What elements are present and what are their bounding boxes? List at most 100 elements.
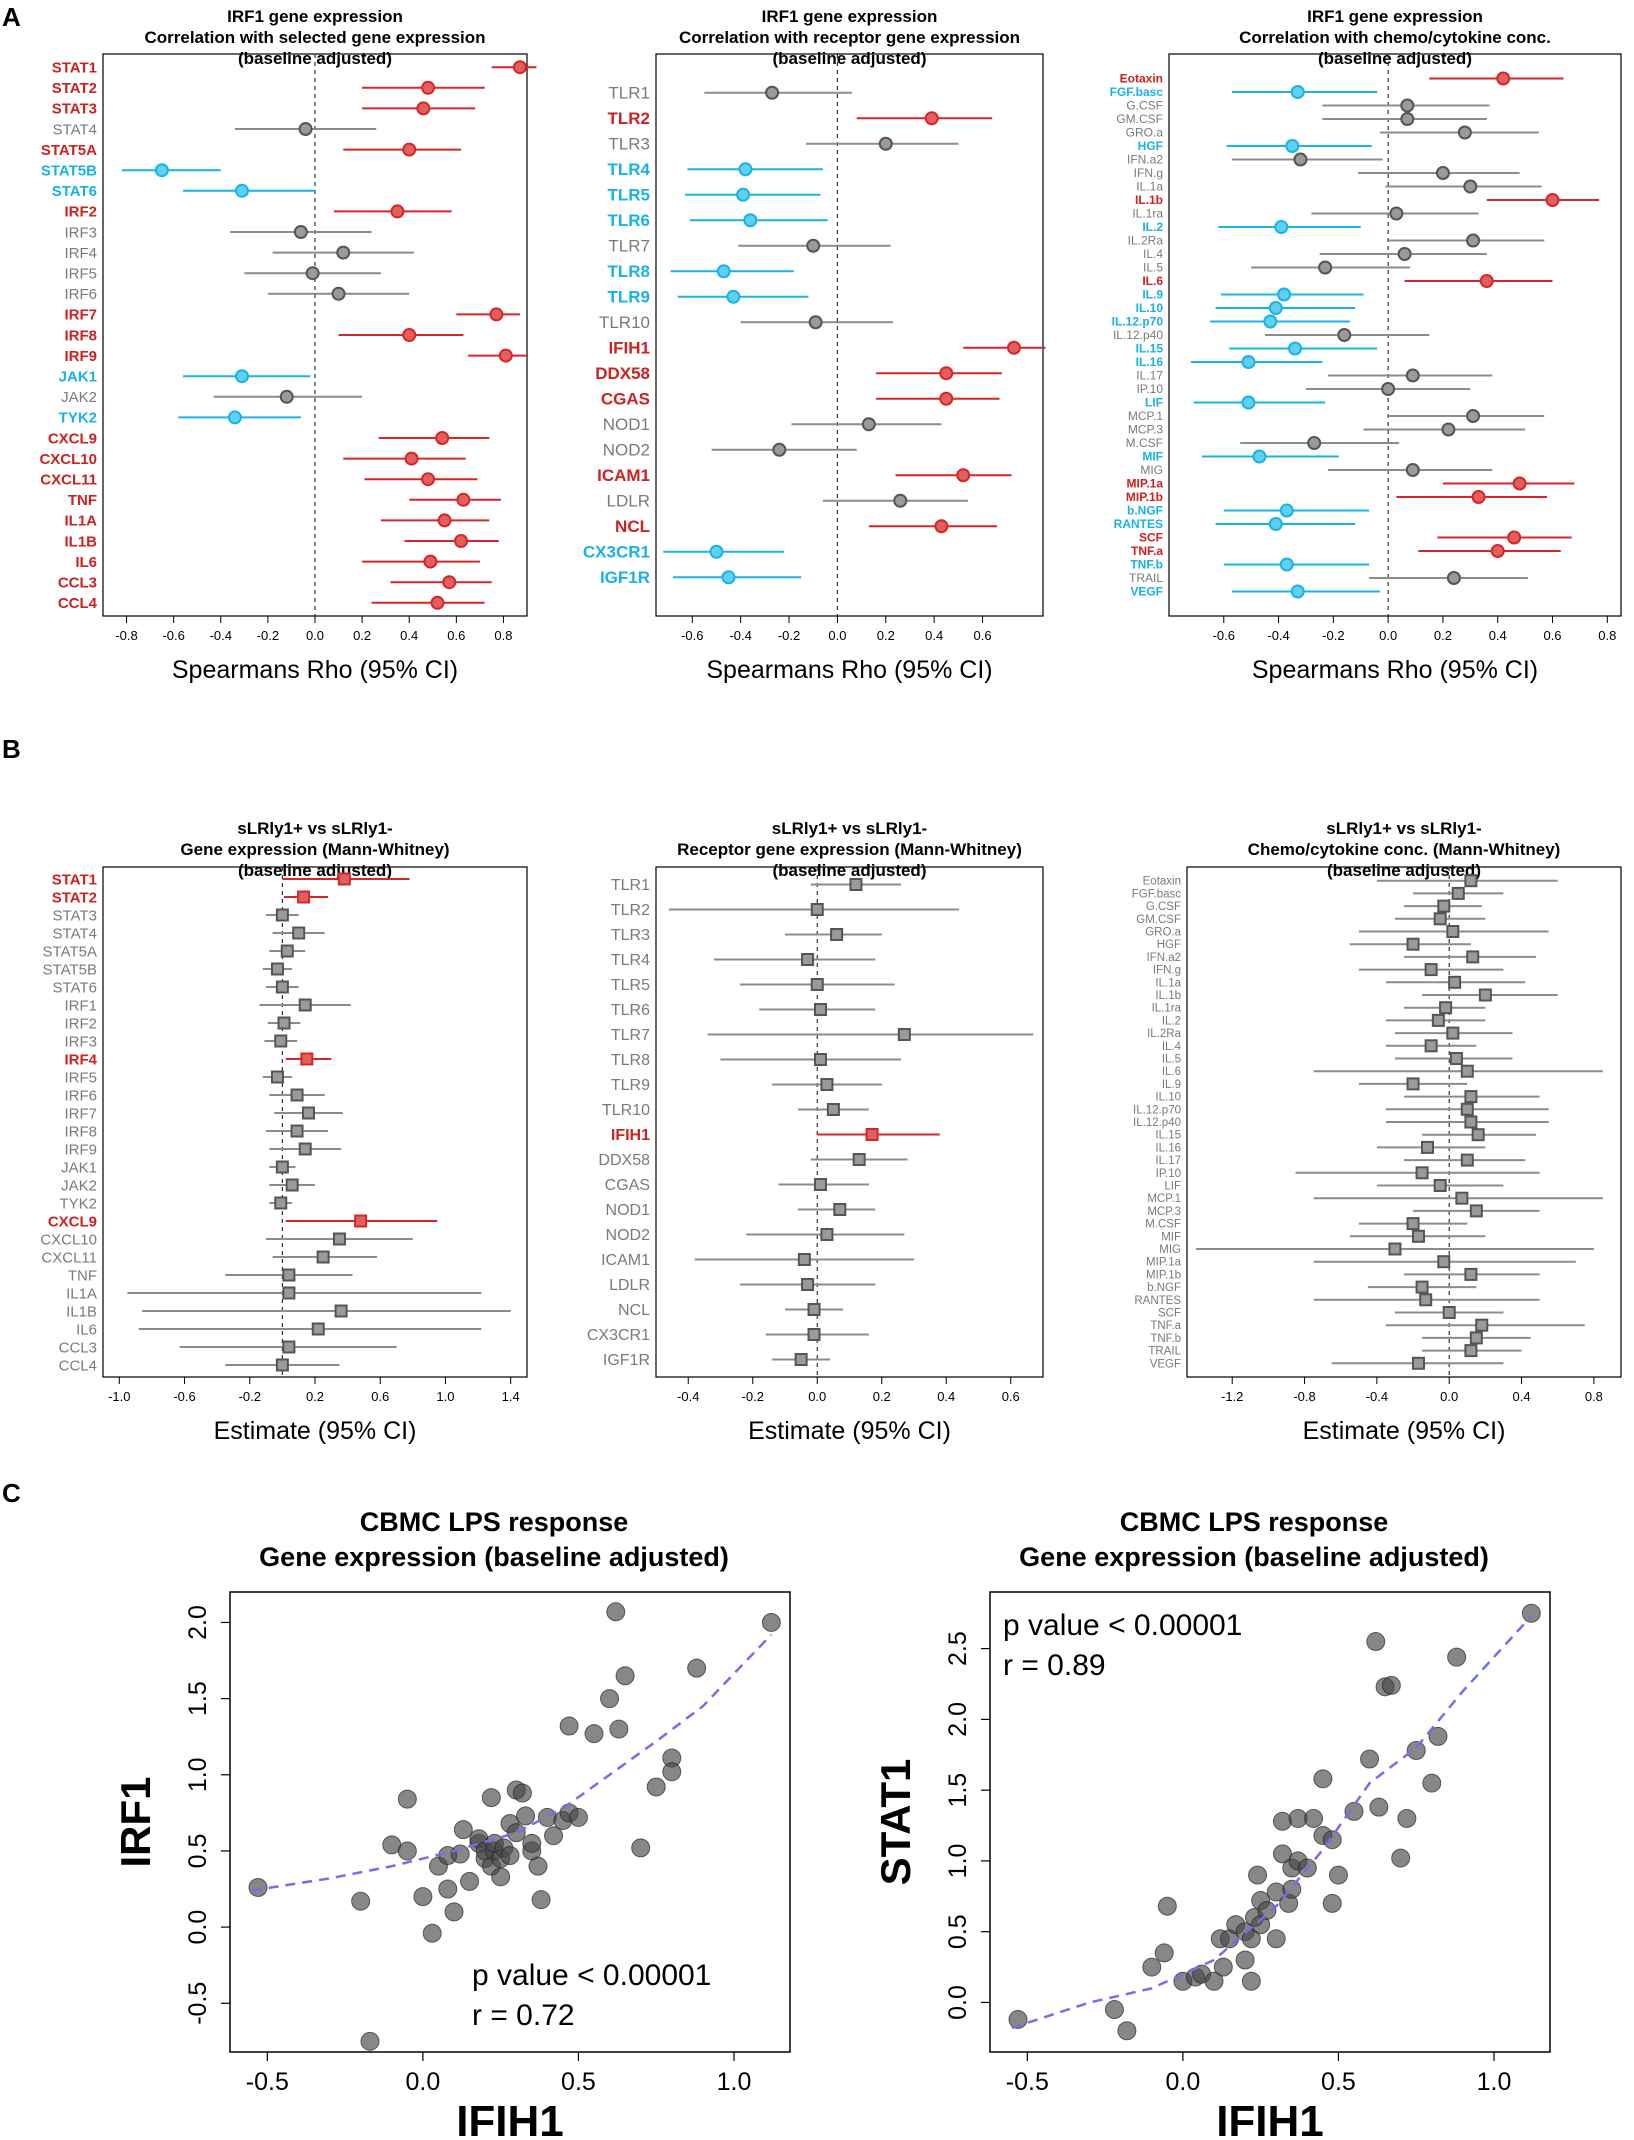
x-tick-label: -0.2 (257, 628, 279, 643)
point-estimate (1279, 503, 1294, 518)
point-estimate (430, 595, 445, 610)
x-tick-label: 0.2 (873, 1389, 891, 1404)
row-label: TLR1 (608, 84, 650, 103)
chart-title-line: IRF1 gene expression (1307, 7, 1483, 26)
point-estimate (709, 544, 724, 559)
row-label: IL.17 (1136, 369, 1163, 383)
x-tick-label: -0.6 (173, 1389, 195, 1404)
point-estimate (437, 513, 452, 528)
point-estimate (331, 286, 346, 301)
row-label: IFIH1 (611, 1127, 650, 1144)
row-label: IFN.g (1134, 166, 1163, 180)
point-estimate (1433, 1179, 1447, 1192)
row-label: STAT1 (52, 59, 97, 76)
point-estimate (810, 978, 824, 991)
scatter-point (1248, 1865, 1268, 1885)
row-label: FGF.basc (1110, 85, 1164, 99)
point-estimate (316, 1250, 330, 1264)
point-estimate (956, 468, 971, 483)
row-label: TLR3 (608, 135, 650, 154)
row-label: IRF6 (64, 1087, 97, 1104)
panel-letter-b: B (2, 734, 21, 764)
row-label: TLR4 (608, 160, 651, 179)
x-tick-label: 0.4 (400, 628, 418, 643)
point-estimate (402, 142, 417, 157)
chart-title-line: IRF1 gene expression (762, 7, 938, 26)
scatter-point (1272, 1811, 1292, 1831)
scatter-point (1322, 1893, 1342, 1913)
point-estimate (1307, 436, 1322, 450)
x-tick-label: 0.5 (561, 2068, 596, 2096)
x-axis-label: Estimate (95% CI) (1303, 1417, 1506, 1445)
x-tick-label: -0.4 (729, 628, 751, 643)
y-tick-label: 0.0 (944, 1985, 972, 2020)
row-label: CXCL9 (48, 430, 97, 447)
chart-irf1-vs-cytokines: IRF1 gene expression Correlation with che… (1110, 7, 1622, 684)
y-tick-label: 2.5 (944, 1631, 972, 1666)
x-tick-label: 0.2 (877, 628, 895, 643)
x-tick-label: 0.0 (1379, 628, 1397, 643)
row-label: G.CSF (1146, 901, 1181, 913)
point-estimate (1460, 1064, 1474, 1078)
x-tick-label: 0.8 (494, 628, 512, 643)
row-label: MIF (1142, 450, 1163, 464)
point-estimate (275, 1358, 289, 1372)
point-estimate (813, 1053, 827, 1066)
chart-irf1-vs-receptor-genes: IRF1 gene expression Correlation with rec… (583, 7, 1046, 684)
row-label: STAT5B (43, 961, 97, 978)
point-estimate (1290, 85, 1305, 99)
row-label: TLR7 (611, 1027, 650, 1044)
point-estimate (282, 1340, 296, 1354)
scatter-point (500, 1846, 520, 1866)
point-estimate (1388, 1242, 1402, 1256)
row-label: LDLR (607, 492, 650, 511)
x-axis-label: Spearmans Rho (95% CI) (706, 656, 992, 684)
point-estimate (801, 953, 815, 966)
point-estimate (421, 80, 436, 95)
row-label: IRF3 (64, 224, 97, 241)
point-estimate (772, 442, 787, 457)
point-estimate (1464, 1344, 1478, 1358)
scatter-point (615, 1666, 635, 1686)
row-label: LIF (1164, 1181, 1181, 1193)
point-estimate (454, 534, 469, 548)
point-estimate (1337, 328, 1352, 342)
row-label: MCP.3 (1128, 423, 1163, 437)
point-estimate (298, 122, 313, 136)
point-estimate (1442, 1306, 1456, 1319)
point-estimate (1415, 1280, 1429, 1294)
point-estimate (297, 890, 311, 904)
x-tick-label: -0.2 (239, 1389, 261, 1404)
point-estimate (794, 1353, 808, 1366)
point-estimate (1439, 1001, 1453, 1015)
row-label: TNF.b (1130, 558, 1163, 572)
scatter-point (1428, 1726, 1448, 1746)
row-label: IRF5 (64, 265, 97, 282)
point-estimate (298, 1142, 312, 1156)
row-label: IGF1R (600, 568, 650, 587)
point-estimate (280, 944, 294, 958)
scatter-point (1235, 1950, 1255, 1970)
point-estimate (282, 1286, 296, 1300)
row-label: IL.2 (1162, 1015, 1181, 1027)
scatter-point (397, 1789, 417, 1809)
row-label: IL.12.p40 (1113, 328, 1163, 342)
point-estimate (807, 1328, 821, 1341)
scatter-point (1154, 1943, 1174, 1963)
chart-title-line: (baseline adjusted) (773, 49, 927, 68)
chart-title-line: Gene expression (baseline adjusted) (1019, 1542, 1489, 1572)
x-axis-label: IFIH1 (1216, 2097, 1324, 2140)
point-estimate (305, 266, 320, 281)
scatter-point (1397, 1808, 1417, 1828)
point-estimate (1463, 179, 1478, 194)
scatter-point (687, 1658, 707, 1678)
row-label: JAK2 (61, 1177, 97, 1194)
x-tick-label: -0.4 (677, 1389, 699, 1404)
row-label: IL.15 (1136, 342, 1164, 356)
scatter-point (1521, 1603, 1541, 1623)
scatter-point (559, 1716, 579, 1736)
point-estimate (1464, 874, 1478, 888)
row-label: IL.12.p40 (1133, 1117, 1181, 1129)
scatter-point (1104, 2000, 1124, 2020)
